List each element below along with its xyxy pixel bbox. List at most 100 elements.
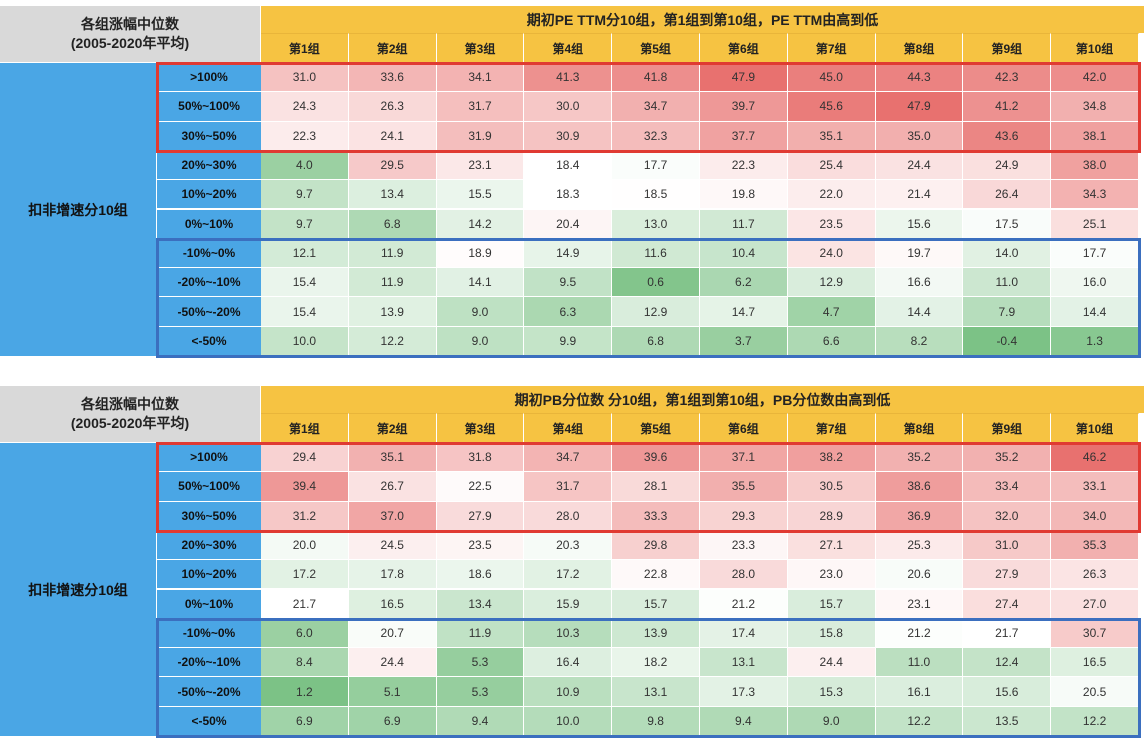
row-label: 20%~30% bbox=[156, 530, 261, 561]
heatmap-cell: 46.2 bbox=[1051, 443, 1139, 473]
row-label: 50%~100% bbox=[156, 92, 261, 122]
chart-title: 期初PE TTM分10组，第1组到第10组，PE TTM由高到低 bbox=[261, 6, 1144, 33]
heatmap-cell: 21.4 bbox=[875, 180, 964, 210]
heatmap-cell: 14.4 bbox=[1051, 297, 1139, 327]
column-header: 第3组 bbox=[436, 413, 525, 443]
column-header: 第8组 bbox=[875, 413, 964, 443]
heatmap-cell: 16.0 bbox=[1051, 268, 1139, 298]
heatmap-cell: 6.9 bbox=[348, 706, 437, 736]
row-label: 30%~50% bbox=[156, 121, 261, 151]
heatmap-cell: 1.3 bbox=[1051, 326, 1139, 356]
column-header: 第7组 bbox=[787, 33, 876, 63]
heatmap-cell: 14.0 bbox=[963, 238, 1052, 269]
heatmap-cell: 15.6 bbox=[963, 677, 1052, 707]
heatmap-cell: 34.7 bbox=[524, 443, 613, 473]
heatmap-cell: 15.8 bbox=[787, 618, 876, 649]
heatmap-cell: 25.1 bbox=[1051, 209, 1139, 239]
corner-label-line1: 各组涨幅中位数 bbox=[81, 396, 179, 412]
heatmap-cell: 7.9 bbox=[963, 297, 1052, 327]
chart-title: 期初PB分位数 分10组，第1组到第10组，PB分位数由高到低 bbox=[261, 386, 1144, 413]
row-group-label: 扣非增速分10组 bbox=[0, 63, 156, 356]
heatmap-cell: 6.6 bbox=[787, 326, 876, 356]
row-label: >100% bbox=[156, 63, 261, 93]
heatmap-cell: 29.8 bbox=[612, 530, 700, 561]
heatmap-cell: 10.0 bbox=[261, 326, 349, 356]
heatmap-cell: 18.9 bbox=[436, 238, 525, 269]
heatmap-cell: 16.5 bbox=[1051, 648, 1139, 678]
heatmap-cell: 13.4 bbox=[348, 180, 437, 210]
row-label: -50%~-20% bbox=[156, 297, 261, 327]
heatmap-cell: 21.7 bbox=[261, 589, 349, 619]
heatmap-cell: 34.7 bbox=[612, 92, 700, 122]
heatmap-cell: 26.3 bbox=[348, 92, 437, 122]
heatmap-cell: 26.3 bbox=[1051, 560, 1139, 590]
heatmap-cell: 38.1 bbox=[1051, 121, 1139, 151]
heatmap-cell: 18.2 bbox=[612, 648, 700, 678]
column-header: 第10组 bbox=[1051, 33, 1139, 63]
column-header: 第4组 bbox=[524, 33, 613, 63]
heatmap-cell: 34.8 bbox=[1051, 92, 1139, 122]
heatmap-cell: 42.3 bbox=[963, 63, 1052, 93]
column-header: 第1组 bbox=[261, 33, 349, 63]
heatmap-cell: 37.1 bbox=[700, 443, 788, 473]
row-label: -50%~-20% bbox=[156, 677, 261, 707]
heatmap-cell: 31.9 bbox=[436, 121, 525, 151]
heatmap-cell: 9.0 bbox=[436, 326, 525, 356]
heatmap-cell: 4.7 bbox=[787, 297, 876, 327]
heatmap-cell: 20.7 bbox=[348, 618, 437, 649]
heatmap-cell: 17.3 bbox=[700, 677, 788, 707]
heatmap-cell: 8.2 bbox=[875, 326, 964, 356]
heatmap-cell: 17.5 bbox=[963, 209, 1052, 239]
heatmap-cell: 23.5 bbox=[787, 209, 876, 239]
column-header: 第6组 bbox=[700, 33, 788, 63]
heatmap-cell: 8.4 bbox=[261, 648, 349, 678]
heatmap-cell: 12.9 bbox=[787, 268, 876, 298]
heatmap-cell: 31.0 bbox=[261, 63, 349, 93]
corner-label: 各组涨幅中位数 (2005-2020年平均) bbox=[0, 6, 261, 63]
column-header: 第9组 bbox=[963, 413, 1052, 443]
heatmap-cell: 4.0 bbox=[261, 150, 349, 181]
column-header: 第5组 bbox=[612, 33, 700, 63]
heatmap-cell: 35.5 bbox=[700, 472, 788, 502]
heatmap-cell: 33.1 bbox=[1051, 472, 1139, 502]
heatmap-cell: 29.3 bbox=[700, 501, 788, 531]
heatmap-cell: 11.0 bbox=[963, 268, 1052, 298]
heatmap-cell: 18.5 bbox=[612, 180, 700, 210]
heatmap-cell: 20.5 bbox=[1051, 677, 1139, 707]
heatmap-cell: 3.7 bbox=[700, 326, 788, 356]
heatmap-cell: 35.2 bbox=[875, 443, 964, 473]
heatmap-cell: 11.9 bbox=[436, 618, 525, 649]
heatmap-cell: 38.6 bbox=[875, 472, 964, 502]
heatmap-cell: 16.5 bbox=[348, 589, 437, 619]
heatmap-cell: 6.8 bbox=[612, 326, 700, 356]
heatmap-cell: 24.3 bbox=[261, 92, 349, 122]
heatmap-cell: 15.4 bbox=[261, 268, 349, 298]
heatmap-cell: 12.4 bbox=[963, 648, 1052, 678]
heatmap-cell: 39.4 bbox=[261, 472, 349, 502]
heatmap-cell: 35.3 bbox=[1051, 530, 1139, 561]
heatmap-cell: 17.7 bbox=[1051, 238, 1139, 269]
row-label: 0%~10% bbox=[156, 589, 261, 619]
heatmap-cell: 17.2 bbox=[524, 560, 613, 590]
column-header: 第8组 bbox=[875, 33, 964, 63]
heatmap-cell: 1.2 bbox=[261, 677, 349, 707]
heatmap-cell: 17.4 bbox=[700, 618, 788, 649]
row-label: 20%~30% bbox=[156, 150, 261, 181]
heatmap-cell: 9.9 bbox=[524, 326, 613, 356]
heatmap-cell: 11.9 bbox=[348, 268, 437, 298]
heatmap-cell: 16.6 bbox=[875, 268, 964, 298]
heatmap-cell: -0.4 bbox=[963, 326, 1052, 356]
heatmap-cell: 9.4 bbox=[700, 706, 788, 736]
heatmap-cell: 14.2 bbox=[436, 209, 525, 239]
heatmap-cell: 35.2 bbox=[963, 443, 1052, 473]
heatmap-cell: 30.0 bbox=[524, 92, 613, 122]
heatmap-cell: 6.8 bbox=[348, 209, 437, 239]
heatmap-cell: 15.7 bbox=[612, 589, 700, 619]
heatmap-cell: 10.0 bbox=[524, 706, 613, 736]
heatmap-cell: 20.4 bbox=[524, 209, 613, 239]
heatmap-cell: 9.0 bbox=[787, 706, 876, 736]
heatmap-cell: 37.7 bbox=[700, 121, 788, 151]
heatmap-cell: 35.0 bbox=[875, 121, 964, 151]
heatmap-cell: 0.6 bbox=[612, 268, 700, 298]
heatmap-cell: 5.3 bbox=[436, 648, 525, 678]
